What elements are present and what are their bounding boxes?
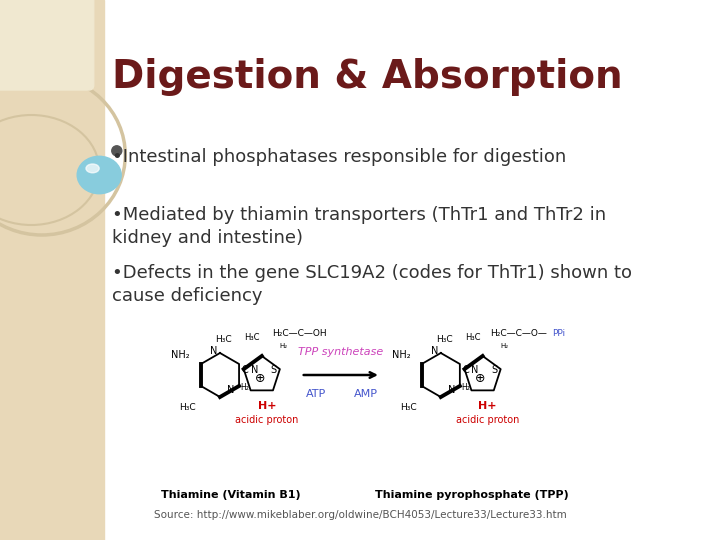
Text: N: N bbox=[448, 386, 456, 395]
Text: N: N bbox=[228, 386, 235, 395]
Text: C: C bbox=[462, 365, 469, 375]
Text: NH₂: NH₂ bbox=[392, 350, 411, 360]
Text: H₂: H₂ bbox=[500, 343, 508, 349]
Text: H₂C—C—OH: H₂C—C—OH bbox=[272, 329, 326, 339]
Text: H+: H+ bbox=[258, 401, 276, 411]
Text: H₂C—C—O—: H₂C—C—O— bbox=[490, 329, 547, 339]
Text: H₃C: H₃C bbox=[436, 334, 452, 343]
Text: •Intestinal phosphatases responsible for digestion: •Intestinal phosphatases responsible for… bbox=[112, 148, 566, 166]
Text: Thiamine pyrophosphate (TPP): Thiamine pyrophosphate (TPP) bbox=[375, 490, 569, 500]
Text: Digestion & Absorption: Digestion & Absorption bbox=[112, 58, 623, 96]
Bar bbox=[0, 0, 104, 540]
Text: Thiamine (Vitamin B1): Thiamine (Vitamin B1) bbox=[161, 490, 301, 500]
Text: N: N bbox=[472, 365, 479, 375]
Text: S: S bbox=[491, 365, 497, 375]
Text: N: N bbox=[431, 346, 438, 356]
Ellipse shape bbox=[86, 164, 99, 173]
Text: S: S bbox=[270, 365, 276, 375]
Text: NH₂: NH₂ bbox=[171, 350, 190, 360]
Text: N: N bbox=[251, 365, 258, 375]
Text: H₃C: H₃C bbox=[179, 402, 196, 411]
Text: acidic proton: acidic proton bbox=[456, 415, 519, 425]
Text: ATP: ATP bbox=[306, 389, 326, 399]
Circle shape bbox=[112, 146, 122, 156]
Text: H₂: H₂ bbox=[280, 343, 288, 349]
Ellipse shape bbox=[77, 156, 121, 194]
Text: TPP synthetase: TPP synthetase bbox=[298, 347, 384, 357]
Text: N: N bbox=[210, 346, 217, 356]
FancyBboxPatch shape bbox=[0, 0, 94, 90]
Text: •Defects in the gene SLC19A2 (codes for ThTr1) shown to
cause deficiency: •Defects in the gene SLC19A2 (codes for … bbox=[112, 264, 632, 305]
Text: H₂: H₂ bbox=[462, 382, 470, 392]
Text: C: C bbox=[242, 365, 248, 375]
Text: H₃C: H₃C bbox=[465, 334, 480, 342]
Text: •Mediated by thiamin transporters (ThTr1 and ThTr2 in
kidney and intestine): •Mediated by thiamin transporters (ThTr1… bbox=[112, 206, 606, 247]
Text: H₃C: H₃C bbox=[400, 402, 417, 411]
Text: PPi: PPi bbox=[553, 329, 566, 339]
Text: AMP: AMP bbox=[354, 389, 378, 399]
Text: H₂: H₂ bbox=[240, 382, 249, 392]
Text: acidic proton: acidic proton bbox=[235, 415, 299, 425]
Text: H₃C: H₃C bbox=[215, 334, 232, 343]
Text: ⊕: ⊕ bbox=[255, 372, 265, 384]
Text: ⊕: ⊕ bbox=[475, 372, 486, 384]
Text: H+: H+ bbox=[478, 401, 497, 411]
Text: Source: http://www.mikeblaber.org/oldwine/BCH4053/Lecture33/Lecture33.htm: Source: http://www.mikeblaber.org/oldwin… bbox=[153, 510, 567, 520]
Text: H₃C: H₃C bbox=[244, 334, 259, 342]
